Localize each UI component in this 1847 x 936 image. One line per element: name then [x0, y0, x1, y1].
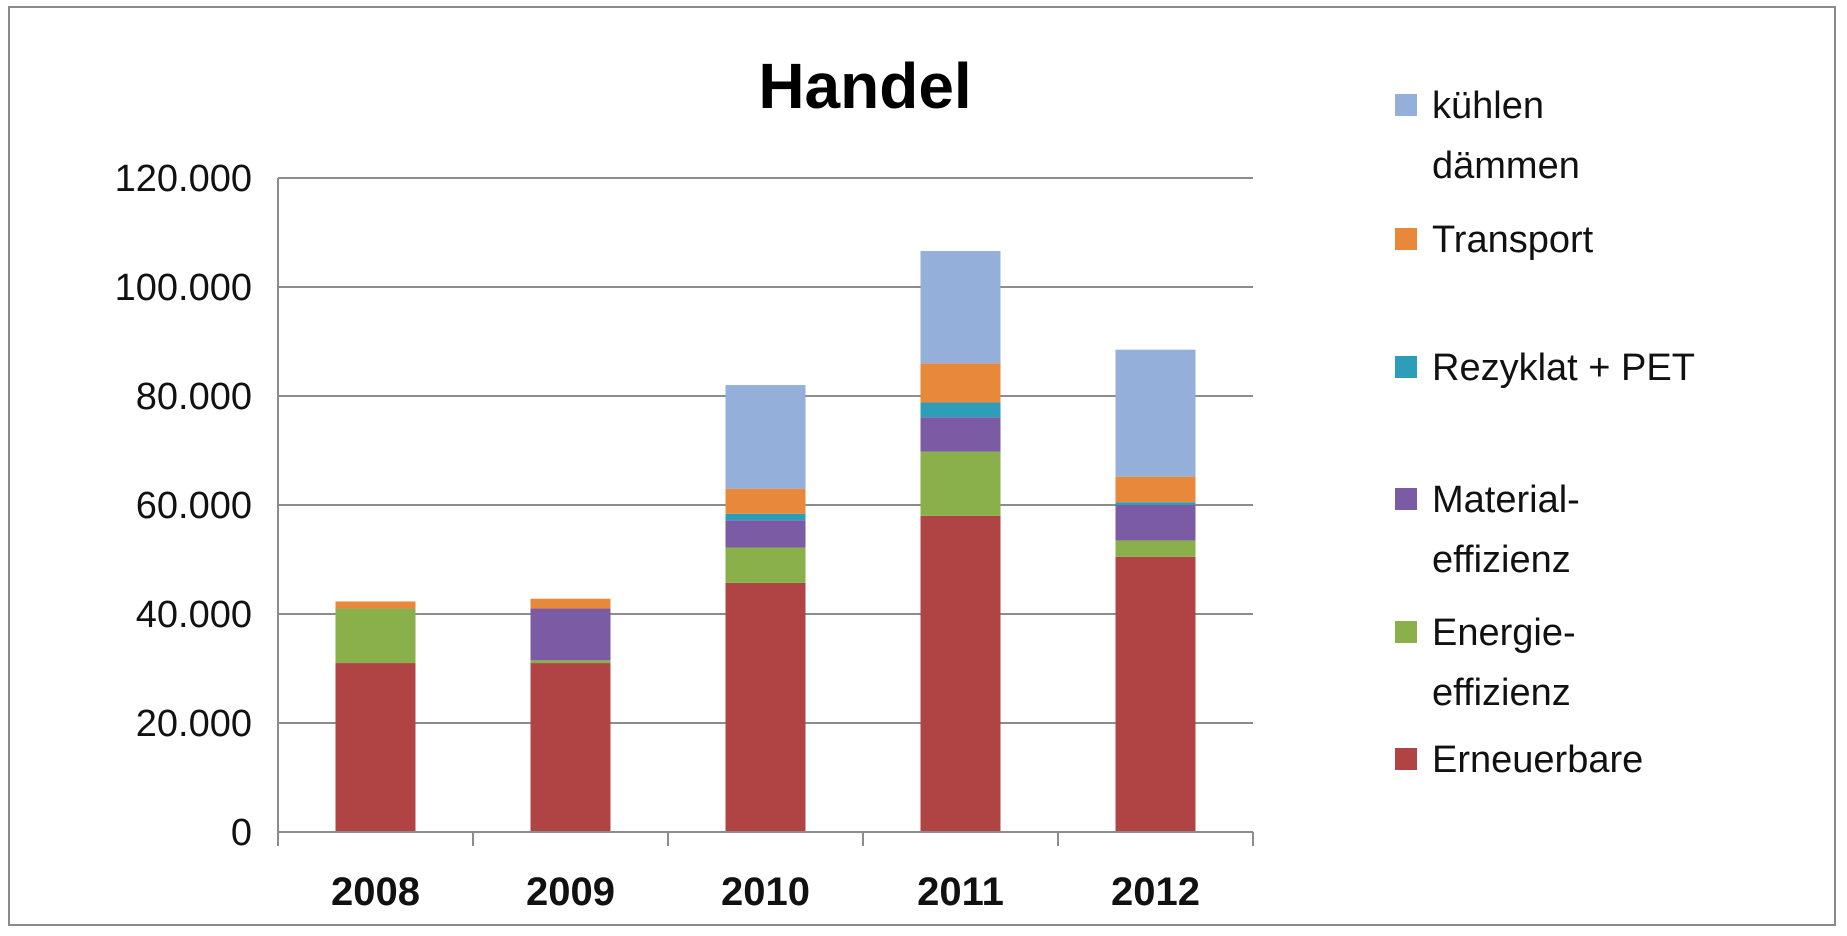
- legend-swatch: [1395, 621, 1417, 643]
- bars: [335, 251, 1196, 832]
- legend-label: dämmen: [1432, 145, 1580, 187]
- legend-label: Material-: [1432, 479, 1580, 521]
- legend-label: effizienz: [1432, 539, 1571, 581]
- bar-segment: [530, 598, 611, 609]
- x-tick-label: 2010: [721, 870, 810, 914]
- y-tick-label: 80.000: [136, 376, 252, 418]
- legend-swatch: [1395, 228, 1417, 250]
- bar-segment: [920, 417, 1001, 452]
- bar-segment: [335, 663, 416, 832]
- legend-swatch: [1395, 748, 1417, 770]
- bar-segment: [725, 488, 806, 514]
- bar-segment: [725, 520, 806, 548]
- bar-segment: [1115, 349, 1196, 477]
- y-tick-label: 120.000: [115, 158, 252, 200]
- bar-segment: [335, 601, 416, 609]
- legend-swatch: [1395, 356, 1417, 378]
- bar-segment: [920, 251, 1001, 364]
- x-tick-label: 2009: [526, 870, 615, 914]
- legend-swatch: [1395, 488, 1417, 510]
- y-tick-label: 40.000: [136, 594, 252, 636]
- bar-segment: [725, 547, 806, 583]
- bar-segment: [530, 663, 611, 832]
- legend-label: effizienz: [1432, 672, 1571, 714]
- bar-segment: [920, 363, 1001, 403]
- legend-label: kühlen: [1432, 85, 1544, 127]
- bar-segment: [725, 582, 806, 832]
- bar-segment: [920, 515, 1001, 832]
- bar-segment: [1115, 540, 1196, 557]
- x-tick-labels: 2008 2009 2010 2011 2012: [331, 870, 1200, 914]
- y-tick-labels: 0 20.000 40.000 60.000 80.000 100.000 120.000: [115, 158, 252, 854]
- y-tick-label: 0: [231, 812, 252, 854]
- legend-label: Transport: [1432, 219, 1594, 261]
- bar-segment: [920, 451, 1001, 516]
- bar-segment: [530, 660, 611, 664]
- x-tick-label: 2012: [1111, 870, 1200, 914]
- axes: [277, 178, 1254, 846]
- y-tick-label: 20.000: [136, 703, 252, 745]
- y-tick-label: 60.000: [136, 485, 252, 527]
- legend-label: Rezyklat + PET: [1432, 347, 1695, 389]
- legend-label: Energie-: [1432, 612, 1576, 654]
- y-tick-label: 100.000: [115, 267, 252, 309]
- x-tick-label: 2011: [917, 870, 1004, 914]
- legend-label: Erneuerbare: [1432, 739, 1643, 781]
- bar-segment: [1115, 502, 1196, 505]
- chart-title: Handel: [758, 50, 971, 122]
- bar-segment: [920, 402, 1001, 418]
- bar-segment: [530, 608, 611, 661]
- gridlines: [278, 177, 1253, 724]
- legend: kühlen dämmen Transport Rezyklat + PET Mater…: [1395, 85, 1695, 781]
- bar-segment: [1115, 556, 1196, 832]
- bar-segment: [1115, 476, 1196, 503]
- bar-segment: [725, 513, 806, 521]
- bar-segment: [335, 608, 416, 664]
- legend-swatch: [1395, 94, 1417, 116]
- bar-segment: [1115, 505, 1196, 541]
- bar-segment: [725, 385, 806, 489]
- x-tick-label: 2008: [331, 870, 420, 914]
